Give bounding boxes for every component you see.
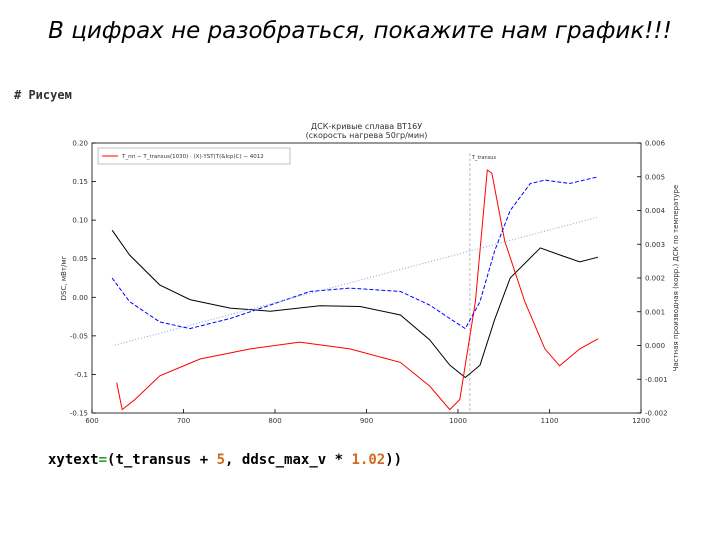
chart-subtitle: (скорость нагрева 50гр/мин) (306, 131, 428, 140)
y-tick-label: 0.20 (72, 140, 88, 148)
code-comment: # Рисуем (14, 88, 72, 102)
legend-label: T_пп − T_transus(1030) · (X)·YST(T(&lcp)… (121, 154, 264, 160)
x-tick-label: 1200 (632, 417, 650, 425)
y2-tick-label: 0.006 (645, 140, 666, 148)
code-token: 5 (216, 452, 226, 468)
y2-tick-label: 0.005 (645, 173, 665, 181)
y-tick-label: 0.15 (72, 178, 88, 186)
chart-title: ДСК-кривые сплава ВТ16У (311, 122, 422, 131)
code-token: )) (385, 452, 403, 468)
y2-tick-label: 0.004 (645, 207, 666, 215)
code-token: = (98, 452, 108, 468)
x-tick-label: 900 (360, 417, 373, 425)
code-token: , ddsc_max_v * (225, 452, 352, 468)
x-tick-label: 600 (85, 417, 98, 425)
plot-area (91, 142, 642, 414)
y-tick-label: -0.05 (70, 332, 88, 340)
y-tick-label: -0.1 (74, 371, 88, 379)
y2-tick-label: 0.001 (645, 308, 665, 316)
y2-tick-label: -0.002 (645, 410, 668, 418)
y-tick-label: 0.00 (72, 294, 88, 302)
series-line (114, 216, 599, 346)
slide-title: В цифрах не разобраться, покажите нам гр… (48, 18, 672, 44)
x-tick-label: 1000 (449, 417, 467, 425)
y2-tick-label: 0.000 (645, 342, 665, 350)
series-line (116, 169, 599, 411)
y2-tick-label: -0.001 (645, 376, 668, 384)
x-tick-label: 800 (268, 417, 281, 425)
x-tick-label: 700 (177, 417, 190, 425)
y2-tick-label: 0.002 (645, 275, 665, 283)
y2-axis-label: Частная производная (корр.) ДСК по темпе… (672, 185, 680, 372)
y-tick-label: 0.10 (72, 217, 88, 225)
y-tick-label: 0.05 (72, 255, 88, 263)
y-tick-label: -0.15 (70, 410, 88, 418)
y2-tick-label: 0.003 (645, 241, 665, 249)
code-token: 1.02 (351, 452, 386, 468)
code-line: xytext=(t_transus + 5, ddsc_max_v * 1.02… (48, 452, 402, 468)
code-token: xytext (48, 452, 99, 468)
code-token: (t_transus + (107, 452, 217, 468)
series-line (111, 229, 599, 379)
legend-box (97, 147, 291, 165)
series-line (111, 176, 599, 330)
y-axis-label: DSC, мВт/мг (60, 255, 68, 300)
x-tick-label: 1100 (541, 417, 559, 425)
annotation: T_transus (471, 155, 497, 161)
